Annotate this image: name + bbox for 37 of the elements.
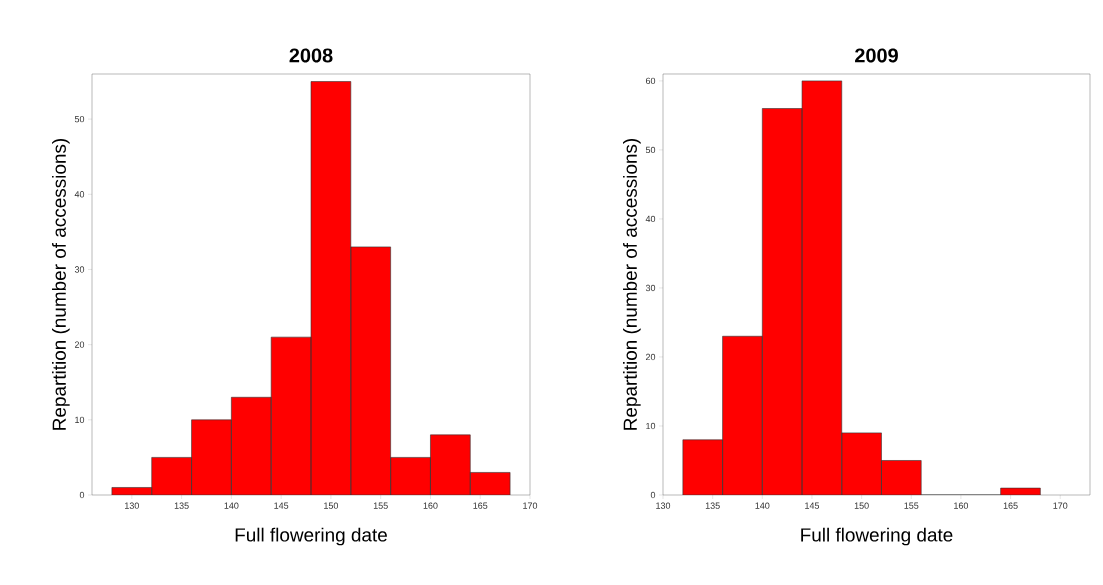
x-axis-title: Full flowering date <box>235 527 387 546</box>
x-tick-label: 150 <box>854 502 869 509</box>
x-tick-label: 130 <box>125 502 139 509</box>
y-tick-label: 20 <box>74 341 85 348</box>
x-tick-label: 150 <box>324 502 339 509</box>
x-tick-label: 160 <box>954 502 969 509</box>
chart-title: 2008 <box>289 48 333 63</box>
x-tick-label: 140 <box>224 502 239 509</box>
x-tick-label: 145 <box>805 502 820 509</box>
x-tick-label: 165 <box>1003 502 1018 509</box>
y-axis-title: Repartition (number of accessions) <box>52 138 70 430</box>
y-tick-label: 50 <box>74 115 85 123</box>
x-tick-label: 140 <box>755 502 770 509</box>
x-tick-label: 130 <box>656 502 671 509</box>
x-tick-label: 155 <box>904 502 919 509</box>
y-tick-label: 10 <box>646 422 656 430</box>
y-axis-title: Repartition (number of accessions) <box>623 138 641 430</box>
chart-title: 2009 <box>855 48 898 63</box>
y-tick-label: 10 <box>75 416 85 423</box>
x-tick-label: 170 <box>1053 502 1068 509</box>
y-tick-label: 30 <box>645 284 656 292</box>
y-tick-label: 40 <box>74 191 85 198</box>
x-tick-label: 135 <box>174 502 189 509</box>
x-tick-label: 155 <box>373 502 388 509</box>
y-tick-label: 40 <box>645 215 656 223</box>
y-tick-label: 50 <box>645 146 656 154</box>
y-tick-label: 30 <box>74 266 85 273</box>
x-tick-label: 160 <box>423 502 438 509</box>
x-axis-title: Full flowering date <box>801 527 953 546</box>
y-tick-label: 20 <box>645 353 656 361</box>
x-tick-label: 165 <box>473 502 488 509</box>
y-tick-label: 0 <box>79 491 85 499</box>
x-tick-label: 145 <box>274 502 289 509</box>
x-tick-label: 135 <box>705 502 720 509</box>
x-tick-label: 170 <box>523 502 538 509</box>
y-tick-label: 60 <box>645 77 656 85</box>
y-tick-label: 0 <box>650 491 656 499</box>
